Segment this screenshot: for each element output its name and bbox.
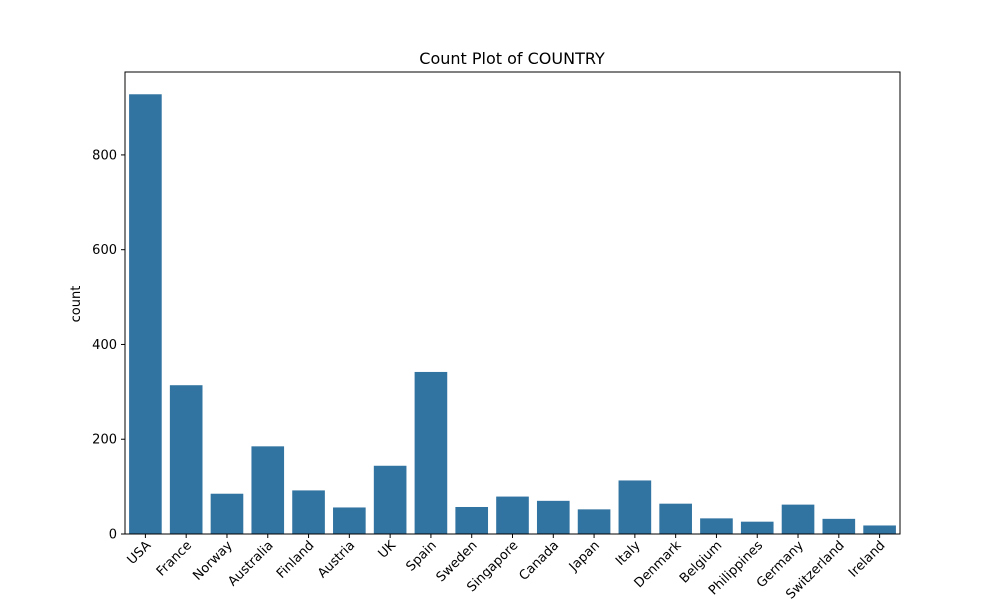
bar-germany <box>781 504 815 534</box>
x-tick-label: Japan <box>566 538 603 575</box>
x-tick-label: Spain <box>403 538 439 574</box>
bar-japan <box>577 509 611 534</box>
plot-frame <box>124 71 901 535</box>
y-tick-label: 0 <box>109 528 117 543</box>
bar-usa <box>129 94 162 535</box>
bar-spain <box>414 371 448 534</box>
x-tick-label: Ireland <box>846 538 888 580</box>
y-tick-label: 600 <box>92 243 117 258</box>
x-tick-label: Finland <box>274 538 317 581</box>
bar-singapore <box>496 496 529 534</box>
bar-philippines <box>740 521 774 534</box>
bar-belgium <box>700 518 733 534</box>
bar-canada <box>536 500 570 534</box>
x-tick-label: Canada <box>517 538 563 584</box>
x-tick-label: France <box>154 538 195 579</box>
x-tick-label: Italy <box>613 538 644 569</box>
bar-austria <box>333 507 366 534</box>
bar-australia <box>251 446 285 534</box>
bar-italy <box>618 480 652 534</box>
bar-france <box>169 385 203 534</box>
y-axis-ticks: 0 200 400 600 800 <box>92 148 125 543</box>
bar-ireland <box>863 525 896 534</box>
x-tick-label: Austria <box>315 538 358 581</box>
bar-switzerland <box>822 518 856 534</box>
bar-finland <box>292 490 325 534</box>
chart-title: Count Plot of COUNTRY <box>419 49 605 68</box>
y-axis-label: count <box>69 286 84 323</box>
bar-denmark <box>659 503 692 534</box>
bars-group <box>129 94 896 535</box>
bar-sweden <box>455 506 489 534</box>
x-tick-label: USA <box>125 538 155 568</box>
x-tick-label: UK <box>376 538 400 562</box>
x-tick-label: Australia <box>225 538 276 589</box>
y-tick-label: 800 <box>92 148 117 163</box>
bar-norway <box>210 493 244 534</box>
y-tick-label: 200 <box>92 433 117 448</box>
y-tick-label: 400 <box>92 338 117 353</box>
bar-uk <box>373 465 407 534</box>
